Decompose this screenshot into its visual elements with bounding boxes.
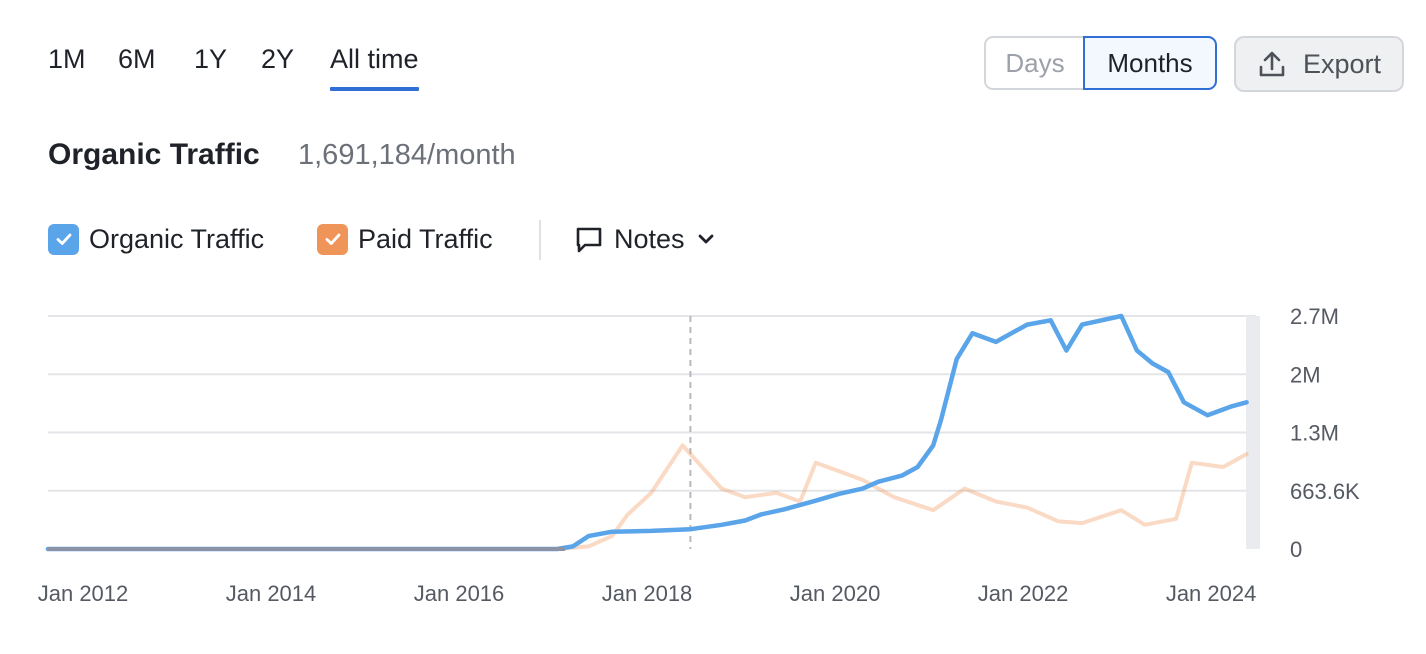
metric-value: 1,691,184/month (298, 139, 516, 171)
notes-label: Notes (614, 223, 685, 254)
y-tick-label: 2.7M (1290, 304, 1339, 329)
export-button[interactable]: Export (1234, 36, 1404, 92)
legend-organic-traffic[interactable]: Organic Traffic (48, 222, 264, 256)
range-tab-all-time[interactable]: All time (330, 44, 419, 91)
check-icon (56, 233, 71, 245)
chart-right-edge-band (1246, 316, 1260, 549)
x-tick-label: Jan 2024 (1166, 581, 1257, 606)
range-tab-2y[interactable]: 2Y (261, 44, 295, 74)
upload-icon (1259, 51, 1285, 77)
x-tick-label: Jan 2014 (226, 581, 317, 606)
x-tick-label: Jan 2018 (602, 581, 693, 606)
y-tick-label: 0 (1290, 537, 1302, 562)
x-tick-label: Jan 2012 (38, 581, 129, 606)
paid-checkbox[interactable] (317, 223, 348, 255)
legend-paid-label: Paid Traffic (358, 223, 493, 254)
legend-organic-label: Organic Traffic (89, 223, 265, 254)
check-icon (325, 233, 340, 245)
x-tick-label: Jan 2022 (978, 581, 1069, 606)
export-label: Export (1302, 48, 1382, 79)
organic-checkbox[interactable] (48, 223, 79, 255)
y-tick-label: 663.6K (1290, 479, 1360, 504)
y-tick-label: 1.3M (1290, 421, 1339, 446)
paid-traffic-line (46, 443, 1249, 551)
range-tab-1y[interactable]: 1Y (194, 44, 228, 74)
legend-paid-traffic[interactable]: Paid Traffic (317, 222, 493, 256)
chevron-down-icon (698, 234, 713, 244)
organic-traffic-line (45, 313, 1249, 552)
grid (48, 315, 1256, 492)
range-tab-6m[interactable]: 6M (118, 44, 156, 74)
metric-title: Organic Traffic (48, 138, 260, 171)
y-tick-label: 2M (1290, 362, 1321, 387)
days-toggle-button[interactable]: Days (984, 36, 1084, 90)
x-tick-label: Jan 2020 (790, 581, 881, 606)
notes-dropdown[interactable]: Notes (574, 222, 717, 256)
range-tab-1m[interactable]: 1M (48, 44, 86, 74)
comment-icon (576, 227, 602, 253)
x-tick-label: Jan 2016 (414, 581, 505, 606)
months-toggle-button[interactable]: Months (1083, 36, 1217, 90)
legend-divider (539, 220, 541, 260)
